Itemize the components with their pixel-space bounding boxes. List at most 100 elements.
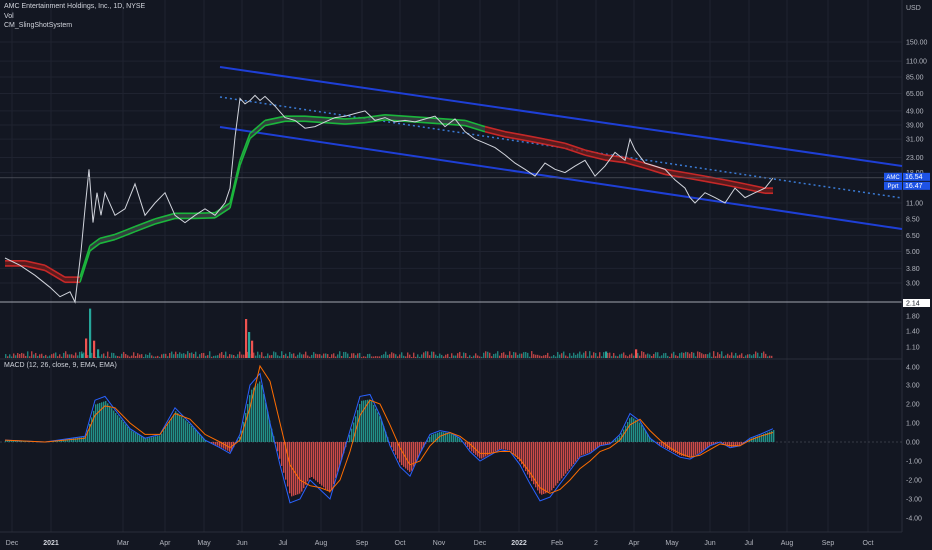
volume-bar bbox=[393, 353, 395, 358]
macd-hist-bar bbox=[433, 434, 435, 442]
x-tick-label: Dec bbox=[474, 540, 487, 547]
macd-hist-bar bbox=[211, 442, 213, 444]
macd-hist-bar bbox=[93, 410, 95, 442]
macd-hist-bar bbox=[245, 412, 247, 442]
x-tick-label: Sep bbox=[822, 540, 835, 547]
macd-tick-label: -3.00 bbox=[906, 497, 922, 504]
volume-bar bbox=[145, 354, 147, 358]
macd-hist-bar bbox=[407, 442, 409, 471]
x-tick-label: Oct bbox=[863, 540, 874, 547]
macd-hist-bar bbox=[483, 442, 485, 458]
volume-bar bbox=[345, 351, 347, 358]
volume-bar bbox=[371, 356, 373, 358]
macd-hist-bar bbox=[217, 442, 219, 446]
macd-hist-bar bbox=[77, 437, 79, 442]
volume-bar bbox=[397, 356, 399, 358]
macd-hist-bar bbox=[459, 438, 461, 442]
volume-bar bbox=[73, 355, 75, 358]
volume-bar bbox=[315, 353, 317, 358]
volume-bar bbox=[535, 354, 537, 358]
macd-hist-bar bbox=[489, 442, 491, 455]
ema-band-fill bbox=[135, 218, 155, 232]
macd-hist-bar bbox=[443, 432, 445, 442]
volume-bar bbox=[573, 352, 575, 358]
volume-bar bbox=[561, 353, 563, 358]
macd-hist-bar bbox=[537, 442, 539, 491]
macd-hist-bar bbox=[445, 432, 447, 442]
volume-bar bbox=[583, 352, 585, 358]
macd-hist-bar bbox=[85, 436, 87, 442]
volume-bar bbox=[427, 351, 429, 358]
volume-bar bbox=[375, 356, 377, 358]
volume-bar bbox=[203, 352, 205, 358]
volume-bar bbox=[537, 354, 539, 358]
price-tick-label: 85.00 bbox=[906, 74, 924, 81]
macd-hist-bar bbox=[315, 442, 317, 481]
volume-bar bbox=[265, 356, 267, 358]
ema-band-fill bbox=[195, 212, 215, 219]
macd-hist-bar bbox=[399, 442, 401, 463]
volume-bar bbox=[551, 356, 553, 358]
macd-hist-bar bbox=[663, 442, 665, 447]
macd-hist-bar bbox=[471, 442, 473, 452]
macd-hist-bar bbox=[609, 442, 611, 444]
macd-hist-bar bbox=[715, 442, 717, 444]
macd-hist-bar bbox=[519, 442, 521, 462]
macd-hist-bar bbox=[551, 442, 553, 491]
volume-bar bbox=[13, 353, 15, 358]
volume-bar bbox=[529, 356, 531, 358]
macd-hist-bar bbox=[109, 405, 111, 442]
macd-hist-bar bbox=[321, 442, 323, 486]
volume-bar bbox=[747, 354, 749, 358]
price-tick-label: 23.00 bbox=[906, 155, 924, 162]
macd-hist-bar bbox=[487, 442, 489, 456]
volume-bar bbox=[225, 351, 227, 358]
volume-bar bbox=[645, 354, 647, 358]
macd-hist-bar bbox=[291, 442, 293, 497]
ema-band-fill bbox=[765, 188, 773, 194]
volume-bar bbox=[243, 354, 245, 358]
volume-bar bbox=[23, 353, 25, 358]
macd-hist-bar bbox=[695, 442, 697, 455]
macd-hist-bar bbox=[175, 411, 177, 442]
macd-hist-bar bbox=[677, 442, 679, 455]
volume-bar bbox=[93, 340, 96, 358]
ema-fast-segment bbox=[364, 114, 386, 119]
volume-bar bbox=[287, 356, 289, 358]
volume-bar bbox=[147, 354, 149, 358]
ema-band-fill bbox=[605, 154, 625, 163]
macd-hist-bar bbox=[335, 442, 337, 478]
volume-bar bbox=[589, 351, 591, 358]
macd-hist-bar bbox=[75, 438, 77, 442]
macd-hist-bar bbox=[751, 438, 753, 442]
ema-slow-segment bbox=[229, 165, 241, 209]
macd-hist-bar bbox=[385, 431, 387, 442]
macd-hist-bar bbox=[121, 419, 123, 442]
ema-band-fill bbox=[25, 260, 45, 271]
macd-hist-bar bbox=[195, 430, 197, 442]
volume-bar bbox=[581, 354, 583, 358]
volume-bar bbox=[423, 352, 425, 358]
volume-bar bbox=[177, 354, 179, 358]
macd-hist-bar bbox=[533, 442, 535, 485]
volume-bar bbox=[295, 356, 297, 358]
ema-fast-segment bbox=[464, 119, 486, 128]
ema-slow-segment bbox=[544, 143, 566, 150]
macd-hist-bar bbox=[61, 439, 63, 442]
macd-hist-bar bbox=[725, 442, 727, 445]
volume-bar bbox=[617, 356, 619, 358]
volume-bar bbox=[261, 352, 263, 358]
volume-bar bbox=[623, 352, 625, 358]
volume-bar bbox=[687, 352, 689, 358]
volume-bar bbox=[69, 354, 71, 358]
macd-hist-bar bbox=[101, 402, 103, 442]
volume-bar bbox=[75, 352, 77, 358]
volume-bar bbox=[599, 352, 601, 358]
macd-hist-bar bbox=[571, 442, 573, 467]
macd-hist-bar bbox=[113, 410, 115, 442]
volume-bar bbox=[749, 354, 751, 358]
macd-hist-bar bbox=[185, 420, 187, 442]
volume-bar bbox=[233, 355, 235, 358]
macd-hist-bar bbox=[67, 439, 69, 442]
